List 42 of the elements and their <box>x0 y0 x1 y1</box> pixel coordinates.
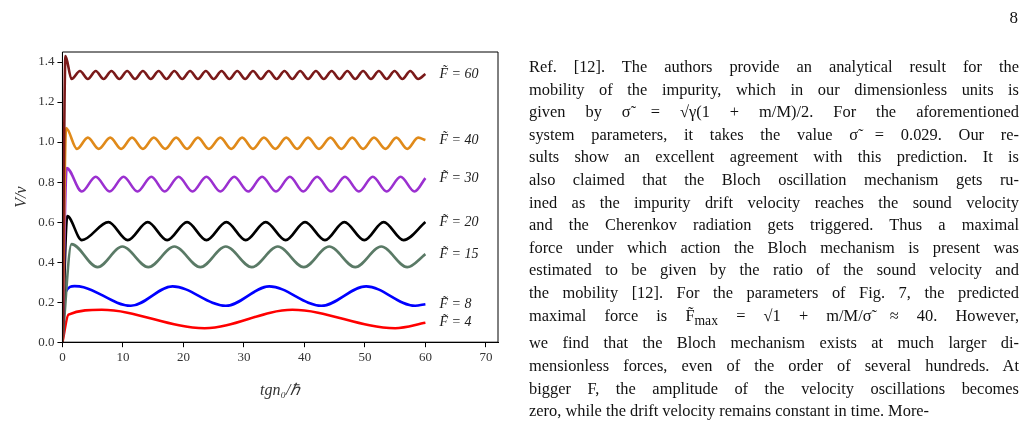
text: Ref. [12]. The authors provide an analytical result for the <box>529 56 1019 78</box>
y-tick-label: 0.8 <box>38 173 55 189</box>
series-label: F̃ = 20 <box>438 213 479 229</box>
y-tick-label: 0.2 <box>38 293 55 309</box>
text: the mobility [12]. For the parameters of Fig. 7, the predicted <box>529 281 1019 304</box>
text: mobility of the impurity, which in our dimensionless units is <box>529 78 1019 101</box>
text: maximal force is F̃$_{max}$ = √1 + m/M/σ̃ ≈ 40. However, <box>529 305 1019 328</box>
text: given by σ̃ = √γ(1 + m/M)/2. For the aforementioned <box>529 101 1019 124</box>
text: ined as the impurity drift velocity reaches the sound velocity <box>529 191 1019 214</box>
text: zero, while the drift velocity remains constant in time. More- <box>529 400 931 421</box>
series-label: F̃ = 40 <box>438 131 479 147</box>
text: mensionless forces, even of the order of several hundreds. At <box>529 355 1019 377</box>
text: bigger F, the amplitude of the velocity oscillations becomes <box>529 377 1019 400</box>
x-tick-label: 60 <box>418 349 432 365</box>
y-tick-label: 0.0 <box>38 333 55 349</box>
y-tick-label: 1.0 <box>38 133 55 149</box>
text: we find that the Bloch mechanism exists at much larger di- <box>529 332 1019 355</box>
x-tick-label: 40 <box>297 349 311 365</box>
y-axis-title: V/v <box>11 185 29 208</box>
series-label: F̃ = 60 <box>438 65 479 81</box>
x-tick-label: 50 <box>358 349 372 365</box>
series-label: F̃ = 4 <box>438 314 472 330</box>
series-label: F̃ = 8 <box>438 295 472 311</box>
text: estimated to be given by the ratio of the sound velocity and <box>529 259 1019 282</box>
x-tick-label: 30 <box>237 349 251 365</box>
x-tick-label: 20 <box>176 349 190 365</box>
text: system parameters, it takes the value σ̃ = 0.029. Our re- <box>529 123 1019 146</box>
text: 8 <box>1009 8 1018 28</box>
text: force under which action the Bloch mechanism is present was <box>529 236 1019 259</box>
text: also claimed that the Bloch oscillation mechanism gets ru- <box>529 168 1019 191</box>
x-tick-label: 0 <box>59 349 66 365</box>
x-tick-label: 10 <box>116 349 130 365</box>
text: sults show an excellent agreement with this prediction. It is <box>529 146 1019 169</box>
series-label: F̃ = 15 <box>438 245 479 261</box>
y-tick-label: 0.4 <box>38 253 55 269</box>
x-tick-label: 70 <box>479 349 493 365</box>
series-label: F̃ = 30 <box>438 169 479 185</box>
text: and the Cherenkov radiation gets triggered. Thus a maximal <box>529 214 1019 237</box>
x-axis-title: tgn₀/ℏ <box>260 380 302 399</box>
y-tick-label: 0.6 <box>38 213 55 229</box>
y-tick-label: 1.4 <box>38 53 55 69</box>
y-tick-label: 1.2 <box>38 93 55 109</box>
